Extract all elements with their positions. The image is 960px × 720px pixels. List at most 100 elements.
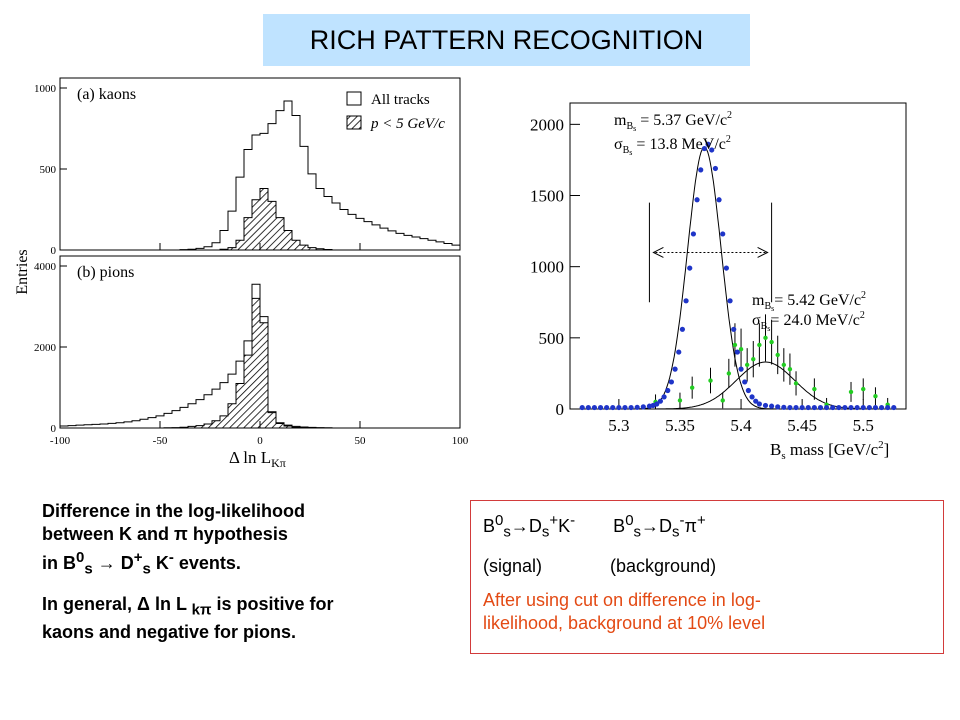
description-para-2: In general, Δ ln L kπ is positive for ka…	[42, 593, 334, 643]
y-axis-label: Entries	[14, 249, 31, 294]
y-tick-label: 500	[40, 164, 57, 176]
signal-point	[817, 404, 824, 411]
signal-point	[830, 404, 836, 411]
signal-point	[683, 298, 689, 304]
signal-point	[597, 404, 604, 411]
x-tick-label: 0	[257, 435, 263, 447]
description-text: Difference in the log-likelihood between…	[42, 500, 462, 656]
signal-point	[709, 147, 715, 153]
window-arrow-head-left	[652, 246, 664, 258]
background-point	[677, 398, 683, 403]
signal-point	[836, 404, 842, 411]
signal-point	[842, 404, 848, 411]
signal-point	[749, 394, 755, 400]
background-point	[861, 386, 866, 392]
mass-y-tick-label: 500	[539, 329, 565, 348]
signal-point	[811, 404, 817, 411]
signal-point	[716, 197, 722, 203]
background-point	[812, 386, 817, 392]
background-point	[775, 352, 780, 358]
background-point	[757, 342, 762, 348]
signal-sigma-label: σBs = 13.8 MeV/c2	[614, 134, 731, 157]
slide-title: RICH PATTERN RECOGNITION	[263, 14, 750, 66]
histogram-axes: -100 -50 0 50 100	[50, 435, 469, 447]
histogram-a-low-p	[60, 187, 460, 251]
background-point	[689, 385, 695, 390]
signal-point	[654, 401, 660, 407]
signal-point	[698, 167, 704, 173]
signal-point	[756, 401, 762, 407]
background-point	[781, 362, 787, 368]
background-mass-label: mBs= 5.42 GeV/c2	[752, 290, 866, 313]
signal-point	[854, 404, 860, 411]
signal-point	[734, 349, 740, 355]
signal-point	[694, 197, 700, 203]
signal-point	[579, 404, 585, 411]
signal-point	[891, 404, 897, 411]
signal-point	[690, 231, 697, 237]
signal-point	[738, 366, 744, 372]
panel-a-kaons: 0 500 1000	[34, 77, 461, 257]
likelihood-histogram-chart: 0 500 1000 0 2000 4000 -100 -50 0 50 100 Entries…	[14, 77, 469, 470]
histogram-b-low-p	[60, 297, 460, 429]
signal-point	[848, 404, 854, 411]
background-fit-curve	[570, 361, 906, 410]
signal-point	[866, 404, 872, 411]
signal-point	[775, 404, 781, 410]
signal-point	[712, 165, 718, 172]
signal-point	[701, 145, 707, 152]
background-point	[744, 362, 750, 368]
signal-point	[727, 298, 733, 304]
signal-point	[687, 265, 693, 271]
bs-mass-chart: 0 500 1000 1500 2000 5.3 5.35 5.4 5.45 5.5 mBs = …	[530, 102, 907, 462]
window-arrow-head-right	[757, 246, 769, 258]
signal-point	[885, 404, 891, 411]
background-point	[726, 371, 732, 376]
signal-point	[753, 398, 759, 404]
signal-point	[628, 404, 634, 411]
signal-point	[787, 404, 793, 411]
decay-channels: B0s→Ds+K- B0s→Ds-π+	[483, 512, 706, 541]
panel-a-label: (a) kaons	[77, 86, 136, 103]
signal-point	[668, 379, 675, 385]
mass-x-axis-label: Bs mass [GeV/c2]	[770, 439, 889, 462]
background-point	[708, 378, 713, 383]
signal-point	[793, 404, 799, 411]
signal-point	[591, 404, 598, 411]
background-point	[848, 389, 854, 395]
x-tick-label: -100	[50, 435, 71, 447]
y-tick-label: 4000	[34, 261, 57, 273]
signal-point	[762, 402, 769, 409]
panel-b-pions: 0 2000 4000	[34, 255, 461, 435]
mass-x-tick-label: 5.35	[665, 416, 695, 435]
signal-point	[585, 404, 591, 411]
signal-point	[640, 404, 646, 410]
mass-plot-frame	[569, 102, 907, 410]
legend-swatch-lowp	[346, 115, 362, 130]
mass-y-tick-label: 0	[556, 400, 565, 419]
signal-point	[878, 404, 885, 411]
background-sigma-label: σBs= 24.0 MeV/c2	[752, 310, 865, 333]
signal-point	[679, 326, 686, 332]
signal-annotation: mBs = 5.37 GeV/c2 σBs = 13.8 MeV/c2	[614, 110, 732, 157]
background-point	[738, 347, 744, 352]
background-point	[763, 335, 768, 341]
signal-point	[723, 265, 729, 271]
signal-point	[616, 404, 622, 411]
y-tick-label: 2000	[34, 342, 57, 354]
background-annotation: mBs= 5.42 GeV/c2 σBs= 24.0 MeV/c2	[752, 290, 866, 333]
y-tick-label: 1000	[34, 83, 57, 95]
background-point	[873, 393, 878, 399]
signal-point	[742, 379, 748, 385]
signal-point	[676, 349, 682, 355]
mass-x-tick-label: 5.45	[787, 416, 817, 435]
histogram-legend: All tracks p < 5 GeV/c	[346, 91, 445, 132]
signal-point	[622, 404, 628, 411]
signal-point	[705, 141, 711, 147]
y-tick-label: 0	[51, 423, 57, 435]
description-para-1: Difference in the log-likelihood between…	[42, 501, 306, 578]
mass-y-tick-label: 1500	[530, 187, 564, 206]
background-point	[769, 339, 774, 345]
signal-point	[661, 394, 667, 400]
cut-note: After using cut on difference in log- li…	[483, 589, 766, 633]
